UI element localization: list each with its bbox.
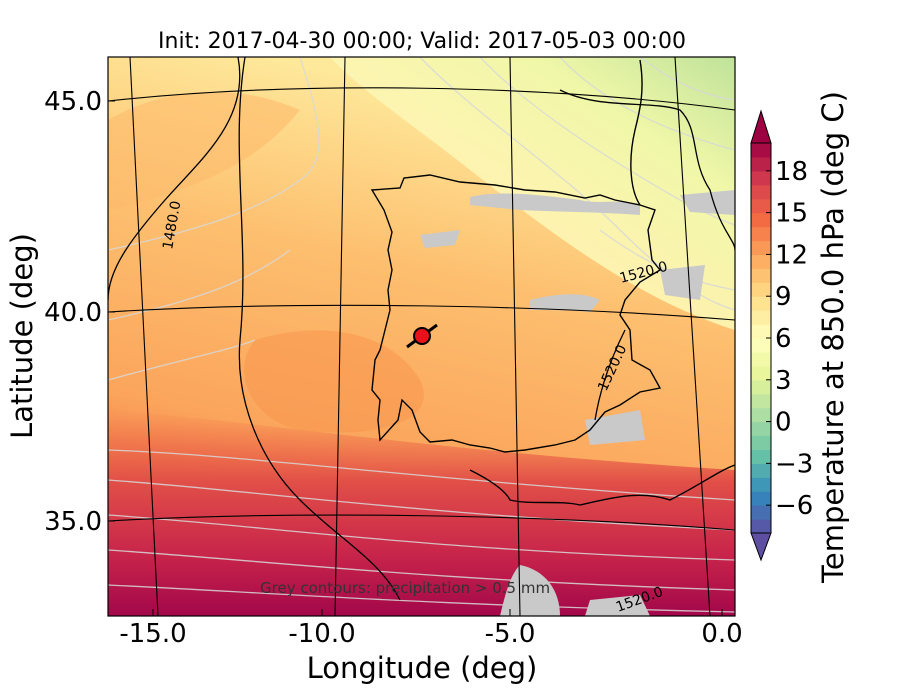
plot-area: 1480.0 1520.0 1520.0 1520.0 Grey contour… (108, 57, 735, 616)
coastlines (370, 59, 735, 506)
colorbar-segment (751, 379, 771, 395)
colorbar-segment (751, 463, 771, 478)
colorbar-segment (751, 268, 771, 283)
x-axis: -15.0 -10.0 -5.0 0.0 Longitude (deg) (119, 609, 743, 685)
colorbar-segments (750, 109, 772, 562)
precipitation-note: Grey contours: precipitation > 0.5 mm (260, 579, 550, 597)
cool-northeast (330, 57, 735, 330)
chart-title: Init: 2017-04-30 00:00; Valid: 2017-05-0… (158, 29, 686, 54)
iberia-coastline (370, 174, 662, 453)
colorbar: −6 −3 0 3 6 9 12 15 18 Temperature at 850.0 hPa … (750, 91, 850, 584)
colorbar-label: Temperature at 850.0 hPa (deg C) (816, 91, 850, 584)
colorbar-segment (751, 449, 771, 464)
precipitation-areas (420, 190, 735, 616)
colorbar-tick-label: 6 (775, 324, 792, 354)
colorbar-tick-label: 12 (775, 240, 808, 270)
colorbar-segment (751, 393, 771, 409)
colorbar-segment (751, 351, 771, 367)
x-tick-label: -10.0 (288, 619, 355, 649)
colorbar-segment (751, 156, 771, 172)
y-tick-label: 40.0 (44, 298, 102, 328)
colorbar-segment (751, 240, 771, 256)
x-axis-label: Longitude (deg) (307, 651, 538, 685)
colorbar-segment (751, 254, 771, 269)
graticule (108, 57, 735, 616)
location-marker (413, 327, 431, 345)
y-tick-label: 35.0 (44, 507, 102, 537)
colorbar-extend-min (750, 532, 772, 562)
x-tick-label: -5.0 (485, 619, 536, 649)
y-axis-label: Latitude (deg) (5, 233, 39, 439)
colorbar-segment (751, 198, 771, 214)
plot-frame (107, 56, 736, 617)
colorbar-segment (751, 407, 771, 423)
y-axis: 45.0 40.0 35.0 Latitude (deg) (5, 87, 115, 537)
upper-warm-zone (108, 91, 300, 210)
colorbar-segment (751, 491, 771, 506)
colorbar-extend-max (750, 109, 772, 144)
colorbar-segment (751, 338, 771, 353)
africa-coastline (469, 464, 735, 506)
colorbar-segment (751, 296, 771, 311)
colorbar-tick-label: −6 (775, 491, 813, 521)
colorbar-segment (751, 184, 771, 200)
x-tick-label: 0.0 (701, 619, 742, 649)
colorbar-segment (751, 310, 771, 325)
colorbar-segment (751, 435, 771, 451)
colorbar-segment (751, 477, 771, 492)
pyrenees-france-coast (630, 59, 643, 206)
x-tick-label: -15.0 (119, 619, 186, 649)
colorbar-segment (751, 505, 771, 520)
colorbar-tick-label: 0 (775, 408, 792, 438)
colorbar-tick-label: 15 (775, 199, 808, 229)
colorbar-segment (751, 365, 771, 381)
colorbar-tick-label: 18 (775, 157, 808, 187)
colorbar-segment (751, 143, 771, 158)
colorbar-segment (751, 421, 771, 437)
colorbar-ticks: −6 −3 0 3 6 9 12 15 18 (766, 157, 813, 521)
colorbar-segment (751, 324, 771, 339)
geopotential-contours (108, 57, 735, 601)
colorbar-tick-label: −3 (775, 449, 813, 479)
colorbar-tick-label: 9 (775, 282, 792, 312)
y-tick-label: 45.0 (44, 87, 102, 117)
colorbar-segment (751, 519, 771, 534)
colorbar-segment (751, 170, 771, 186)
colorbar-segment (751, 226, 771, 242)
colorbar-segment (751, 282, 771, 297)
colorbar-tick-label: 3 (775, 366, 792, 396)
colorbar-segment (751, 212, 771, 228)
